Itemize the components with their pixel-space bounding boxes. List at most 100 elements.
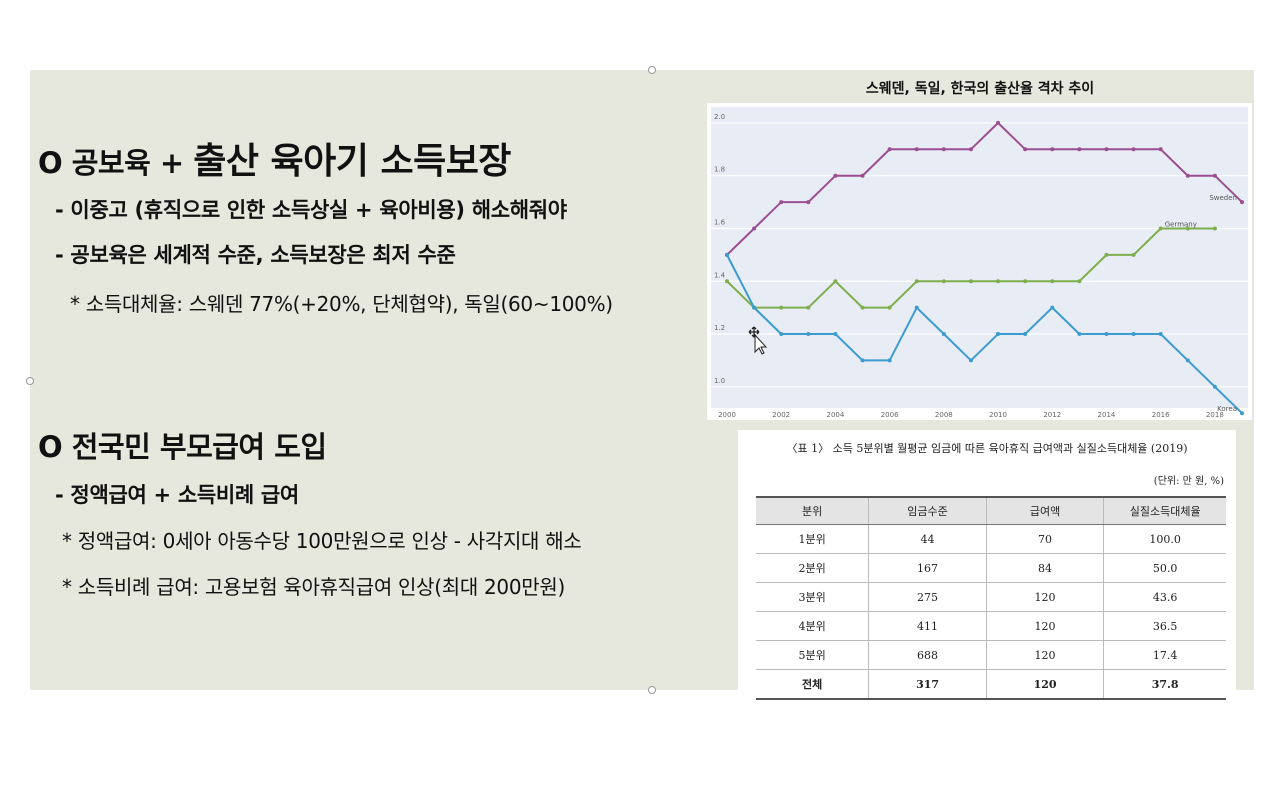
chart-title: 스웨덴, 독일, 한국의 출산율 격차 추이 — [865, 81, 1095, 97]
series-label: Korea — [1217, 405, 1237, 413]
table-cell: 411 — [868, 611, 987, 641]
x-tick-label: 2016 — [1152, 411, 1170, 419]
table-cell: 5분위 — [756, 640, 869, 670]
data-point — [1158, 226, 1163, 231]
table-cell: 4분위 — [756, 611, 869, 641]
data-point — [887, 305, 892, 310]
data-point — [1077, 147, 1082, 152]
data-point — [1023, 147, 1028, 152]
data-point — [1158, 147, 1163, 152]
data-point — [860, 305, 865, 310]
x-tick-label: 2012 — [1043, 411, 1061, 419]
table-cell: 1분위 — [756, 524, 869, 554]
plot-area — [711, 107, 1248, 408]
table-cell: 688 — [868, 640, 987, 670]
table-cell: 84 — [985, 553, 1104, 583]
data-point — [725, 279, 729, 284]
benefit-table: 분위 임금수준 급여액 실질소득대체율 1분위 44 70 100.0 2분위 … — [756, 496, 1226, 700]
table-cell: 44 — [868, 524, 987, 554]
section1-line1: - 이중고 (휴직으로 인한 소득상실 + 육아비용) 해소해줘야 — [55, 198, 567, 222]
data-point — [833, 279, 838, 284]
table-unit: (단위: 만 원, %) — [1153, 476, 1224, 487]
y-tick-label: 1.0 — [714, 377, 725, 385]
data-point — [833, 173, 838, 178]
benefit-table-card: 〈표 1〉 소득 5분위별 월평균 임금에 따른 육아휴직 급여액과 실질소득대… — [738, 430, 1236, 700]
table-header-row: 분위 임금수준 급여액 실질소득대체율 — [756, 496, 1226, 525]
x-tick-label: 2018 — [1206, 411, 1224, 419]
table-header: 분위 — [756, 496, 869, 525]
y-tick-label: 1.8 — [714, 166, 725, 174]
data-point — [779, 200, 784, 205]
data-point — [1212, 173, 1217, 178]
data-point — [725, 252, 729, 257]
data-point — [1104, 332, 1109, 337]
data-point — [996, 279, 1001, 284]
mouse-cursor-icon — [748, 326, 768, 355]
data-point — [833, 332, 838, 337]
data-point — [1023, 332, 1028, 337]
data-point — [941, 147, 946, 152]
data-point — [1077, 332, 1082, 337]
table-cell: 167 — [868, 553, 987, 583]
x-tick-label: 2004 — [827, 411, 845, 419]
selection-handle-bottom[interactable] — [648, 686, 656, 694]
data-point — [968, 358, 973, 363]
data-point — [996, 332, 1001, 337]
data-point — [806, 305, 811, 310]
data-point — [941, 279, 946, 284]
data-point — [806, 200, 811, 205]
table-total-row: 전체 317 120 37.8 — [756, 669, 1226, 700]
table-cell: 120 — [985, 640, 1104, 670]
y-tick-label: 1.6 — [714, 218, 726, 226]
x-tick-label: 2006 — [881, 411, 899, 419]
data-point — [1185, 173, 1190, 178]
section2-line1: - 정액급여 + 소득비례 급여 — [55, 483, 299, 507]
table-cell: 2분위 — [756, 553, 869, 583]
selection-handle-left[interactable] — [26, 377, 34, 385]
table-cell: 120 — [985, 669, 1104, 700]
data-point — [996, 120, 1001, 125]
section2-title: O 전국민 부모급여 도입 — [38, 430, 327, 464]
fertility-line-chart: 1.0 1.2 1.4 1.6 1.8 2.0 2000 2002 2004 2006 2008 20… — [707, 103, 1252, 420]
x-tick-label: 2008 — [935, 411, 953, 419]
data-point — [779, 332, 784, 337]
data-point — [941, 332, 946, 337]
table-cell: 전체 — [756, 669, 869, 700]
y-tick-label: 1.2 — [714, 324, 725, 332]
table-cell: 37.8 — [1103, 669, 1226, 700]
data-point — [1077, 279, 1082, 284]
table-row: 1분위 44 70 100.0 — [756, 524, 1226, 554]
table-row: 5분위 688 120 17.4 — [756, 640, 1226, 670]
data-point — [1050, 279, 1055, 284]
data-point — [914, 305, 919, 310]
data-point — [860, 358, 865, 363]
data-point — [887, 147, 892, 152]
section1-title-main: 출산 육아기 소득보장 — [193, 141, 511, 182]
table-row: 4분위 411 120 36.5 — [756, 611, 1226, 641]
selection-handle-top[interactable] — [648, 66, 656, 74]
data-point — [779, 305, 784, 310]
data-point — [887, 358, 892, 363]
data-point — [752, 305, 757, 310]
table-cell: 100.0 — [1103, 524, 1226, 554]
data-point — [1104, 147, 1109, 152]
table-caption: 〈표 1〉 소득 5분위별 월평균 임금에 따른 육아휴직 급여액과 실질소득대… — [786, 442, 1188, 455]
x-tick-label: 2002 — [772, 411, 790, 419]
section2-line3: * 소득비례 급여: 고용보험 육아휴직급여 인상(최대 200만원) — [62, 575, 565, 599]
data-point — [1158, 332, 1163, 337]
section1-title-prefix: O 공보육 + — [38, 146, 194, 180]
table-cell: 275 — [868, 582, 987, 612]
data-point — [1212, 226, 1217, 231]
data-point — [914, 147, 919, 152]
data-point — [1212, 384, 1217, 389]
data-point — [1131, 147, 1136, 152]
table-cell: 70 — [985, 524, 1104, 554]
table-header: 급여액 — [985, 496, 1104, 525]
data-point — [1185, 358, 1190, 363]
x-tick-label: 2014 — [1098, 411, 1116, 419]
table-cell: 43.6 — [1103, 582, 1226, 612]
data-point — [1240, 411, 1244, 416]
table-cell: 50.0 — [1103, 553, 1226, 583]
series-line-sweden — [726, 121, 1243, 256]
data-point — [1185, 226, 1190, 231]
